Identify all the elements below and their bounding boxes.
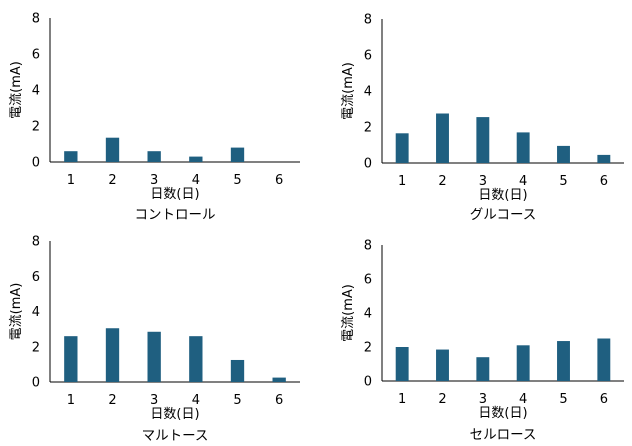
bar	[395, 347, 409, 381]
bar	[476, 357, 490, 381]
x-axis-title: 日数(日)	[150, 187, 199, 202]
bar	[105, 137, 120, 162]
x-tick-label: 6	[600, 174, 608, 189]
x-tick-label: 1	[398, 392, 406, 407]
x-tick-label: 6	[275, 393, 283, 408]
y-tick-label: 6	[32, 270, 40, 285]
x-tick-label: 3	[479, 392, 487, 407]
y-tick-label: 0	[32, 376, 40, 391]
x-tick-label: 5	[233, 393, 241, 408]
x-tick-label: 2	[438, 174, 446, 189]
x-tick-label: 3	[479, 174, 487, 189]
bar	[230, 359, 245, 382]
x-tick-label: 6	[275, 173, 283, 188]
y-tick-label: 2	[32, 340, 40, 355]
x-tick-label: 5	[559, 174, 567, 189]
x-tick-label: 1	[398, 174, 406, 189]
chart-caption: コントロール	[135, 207, 216, 223]
y-tick-label: 8	[32, 235, 40, 250]
x-tick-label: 5	[559, 392, 567, 407]
x-tick-label: 5	[233, 173, 241, 188]
chart-panel-2: 0 2 4 6 8 1 2 3 4 5 6 日数(日) 電流(mA) グルコース	[341, 13, 624, 223]
y-axis-title: 電流(mA)	[9, 283, 24, 341]
y-axis-title: 電流(mA)	[341, 62, 356, 120]
chart-panel-1: 0 2 4 6 8 1 2 3 4 5 6 日数(日) 電流(mA) コントロール	[9, 12, 300, 223]
bar	[436, 113, 449, 163]
x-tick-label: 3	[150, 173, 158, 188]
bar	[597, 154, 611, 163]
chart-panel-4: 0 2 4 6 8 1 2 3 4 5 6 日数(日) 電流(mA) セルロース	[341, 239, 624, 443]
bar	[189, 156, 203, 162]
y-tick-label: 6	[364, 273, 372, 288]
x-tick-label: 2	[108, 393, 116, 408]
y-axis-title: 電流(mA)	[9, 61, 24, 119]
x-tick-label: 6	[600, 392, 608, 407]
y-tick-label: 8	[364, 239, 372, 254]
bar	[147, 151, 161, 162]
bar	[395, 133, 409, 163]
bar	[147, 331, 161, 382]
x-tick-label: 1	[67, 393, 75, 408]
bar	[436, 349, 449, 381]
y-tick-label: 0	[32, 156, 40, 171]
bar	[230, 147, 245, 162]
x-tick-label: 4	[192, 393, 200, 408]
y-tick-label: 6	[32, 48, 40, 63]
y-tick-label: 4	[364, 85, 372, 100]
x-tick-label: 4	[519, 174, 527, 189]
x-axis-title: 日数(日)	[150, 407, 199, 422]
bar	[189, 336, 203, 382]
bar	[557, 341, 570, 381]
y-axis-title: 電流(mA)	[341, 284, 356, 342]
x-tick-label: 4	[192, 173, 200, 188]
chart-caption: セルロース	[470, 427, 537, 443]
y-tick-label: 0	[364, 157, 372, 172]
x-tick-label: 4	[519, 392, 527, 407]
y-tick-label: 2	[364, 121, 372, 136]
x-tick-label: 2	[108, 173, 116, 188]
x-axis-title: 日数(日)	[478, 188, 527, 203]
y-tick-label: 0	[364, 375, 372, 390]
y-tick-label: 8	[32, 12, 40, 27]
y-tick-label: 8	[364, 13, 372, 28]
y-tick-label: 4	[364, 307, 372, 322]
bar	[557, 145, 570, 163]
x-axis-title: 日数(日)	[478, 406, 527, 421]
bar	[105, 328, 120, 382]
x-tick-label: 2	[438, 392, 446, 407]
bar	[516, 132, 530, 163]
y-tick-label: 2	[364, 341, 372, 356]
bar	[516, 345, 530, 381]
bar	[272, 377, 286, 382]
y-tick-label: 4	[32, 84, 40, 99]
y-tick-label: 4	[32, 305, 40, 320]
bar	[476, 117, 490, 163]
y-tick-label: 6	[364, 49, 372, 64]
chart-caption: グルコース	[470, 207, 537, 223]
bar	[64, 336, 78, 382]
bar	[64, 151, 78, 162]
x-tick-label: 1	[67, 173, 75, 188]
x-tick-label: 3	[150, 393, 158, 408]
chart-caption: マルトース	[142, 428, 209, 444]
chart-panel-3: 0 2 4 6 8 1 2 3 4 5 6 日数(日) 電流(mA) マルトース	[9, 235, 300, 444]
y-tick-label: 2	[32, 120, 40, 135]
bar	[597, 338, 611, 381]
